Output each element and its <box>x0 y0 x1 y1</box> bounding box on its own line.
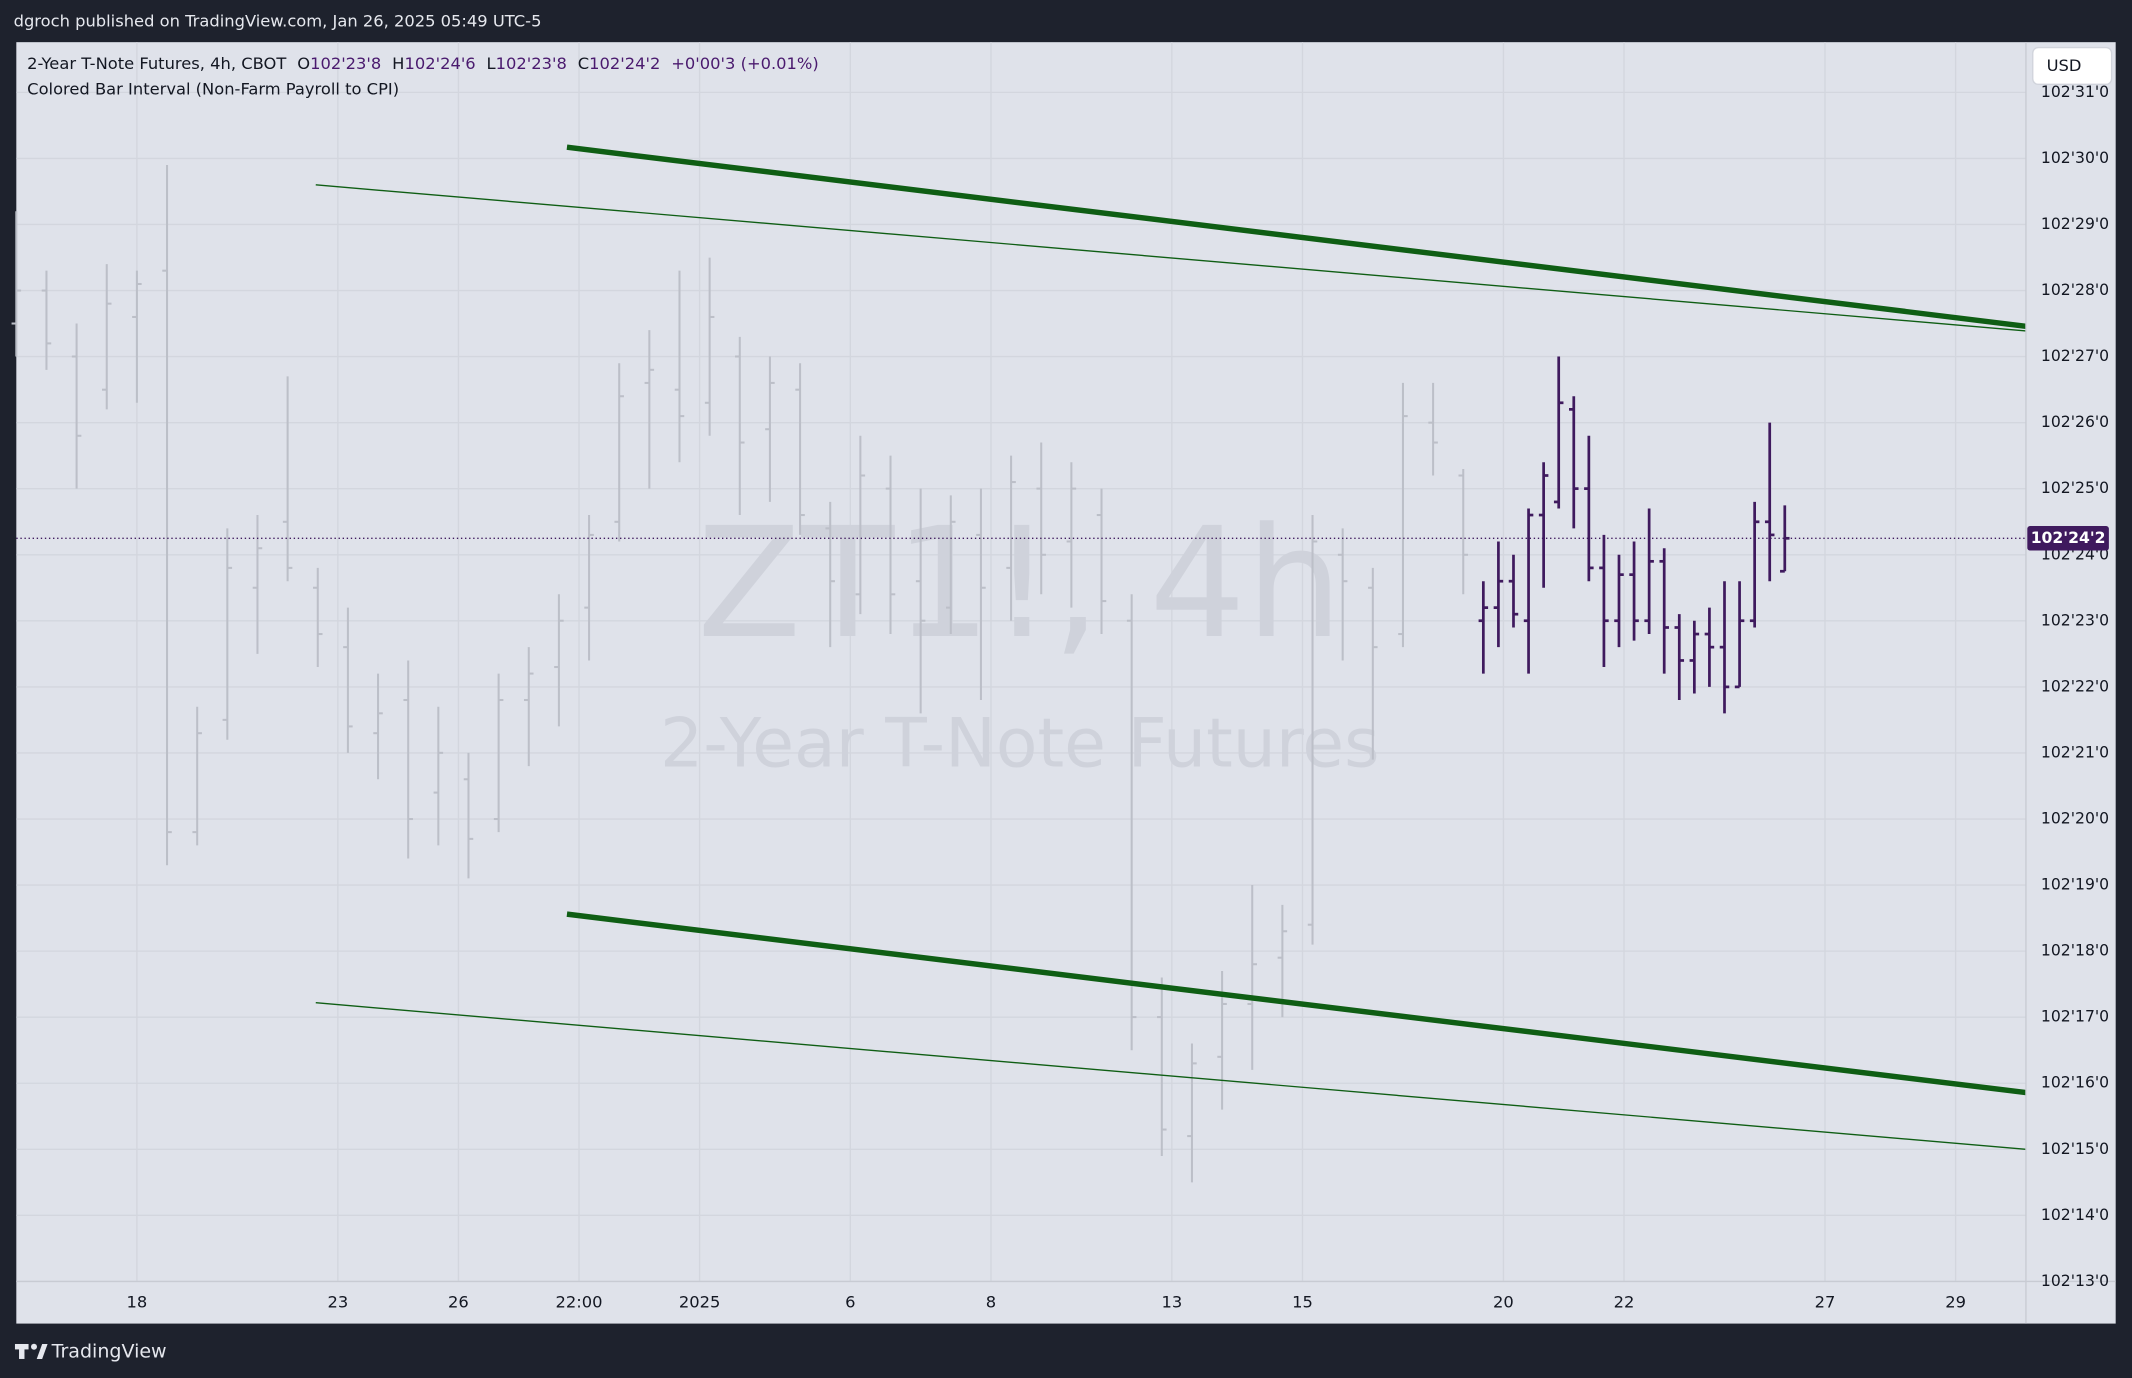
change: +0'00'3 (+0.01%) <box>671 53 819 72</box>
published-note: dgroch published on TradingView.com, Jan… <box>14 11 542 30</box>
watermark: ZT1!, 4h <box>697 495 1342 672</box>
currency-button[interactable] <box>2032 46 2113 86</box>
currency-label[interactable]: USD <box>2047 56 2082 75</box>
x-tick-label: 15 <box>1292 1293 1313 1312</box>
y-tick-label: 102'31'0 <box>2041 82 2109 101</box>
x-tick-label: 18 <box>127 1293 148 1312</box>
y-tick-label: 102'22'0 <box>2041 676 2109 695</box>
plot <box>11 144 2027 1183</box>
last-price-label: 102'24'2 <box>2031 528 2106 547</box>
y-tick-label: 102'14'0 <box>2041 1205 2109 1224</box>
y-tick-label: 102'30'0 <box>2041 148 2109 167</box>
ohlc-label: O <box>297 53 310 72</box>
indicator-name: Colored Bar Interval (Non-Farm Payroll t… <box>27 79 399 98</box>
trend-line <box>566 144 2027 329</box>
axes: 102'13'0 102'14'0 102'15'0 102'16'0 102'17'0… <box>127 82 2110 1312</box>
x-tick-label: 13 <box>1161 1293 1182 1312</box>
trend-line <box>315 184 2027 332</box>
ohlc-value: 102'24'6 <box>404 53 475 72</box>
ohlc-value: 102'24'2 <box>589 53 660 72</box>
watermark-subtitle: 2-Year T-Note Futures <box>660 705 1380 784</box>
y-tick-label: 102'17'0 <box>2041 1007 2109 1026</box>
y-tick-label: 102'20'0 <box>2041 809 2109 828</box>
x-tick-label: 26 <box>448 1293 469 1312</box>
x-tick-label: 6 <box>845 1293 855 1312</box>
chart-panel <box>16 42 2116 1324</box>
ohlc-label: C <box>578 53 589 72</box>
x-tick-label: 23 <box>327 1293 348 1312</box>
y-tick-label: 102'28'0 <box>2041 280 2109 299</box>
y-tick-label: 102'26'0 <box>2041 412 2109 431</box>
y-tick-label: 102'23'0 <box>2041 610 2109 629</box>
brand: TradingView <box>51 1341 167 1363</box>
x-tick-label: 20 <box>1493 1293 1514 1312</box>
brand-logo <box>14 1343 48 1359</box>
x-tick-label: 29 <box>1945 1293 1966 1312</box>
x-tick-label: 22:00 <box>556 1293 603 1312</box>
y-tick-label: 102'21'0 <box>2041 742 2109 761</box>
ohlc-label: H <box>392 53 404 72</box>
grid <box>16 42 2026 1283</box>
x-tick-label: 27 <box>1815 1293 1836 1312</box>
trend-line <box>566 911 2027 1096</box>
y-tick-label: 102'13'0 <box>2041 1271 2109 1290</box>
y-tick-label: 102'18'0 <box>2041 941 2109 960</box>
y-tick-label: 102'19'0 <box>2041 875 2109 894</box>
x-tick-label: 22 <box>1614 1293 1635 1312</box>
x-tick-label: 2025 <box>679 1293 721 1312</box>
y-tick-label: 102'29'0 <box>2041 214 2109 233</box>
y-tick-label: 102'25'0 <box>2041 478 2109 497</box>
trend-line <box>315 1002 2027 1150</box>
ohlc-value: 102'23'8 <box>310 53 381 72</box>
y-tick-label: 102'27'0 <box>2041 346 2109 365</box>
y-tick-label: 102'15'0 <box>2041 1139 2109 1158</box>
x-tick-label: 8 <box>986 1293 996 1312</box>
legend-line: 2-Year T-Note Futures, 4h, CBOT O102'23'8… <box>27 53 819 72</box>
ohlc-label: L <box>487 53 496 72</box>
symbol: 2-Year T-Note Futures, 4h, CBOT <box>27 53 287 72</box>
y-tick-label: 102'16'0 <box>2041 1073 2109 1092</box>
last-price-box <box>2027 526 2109 551</box>
ohlc-value: 102'23'8 <box>496 53 567 72</box>
